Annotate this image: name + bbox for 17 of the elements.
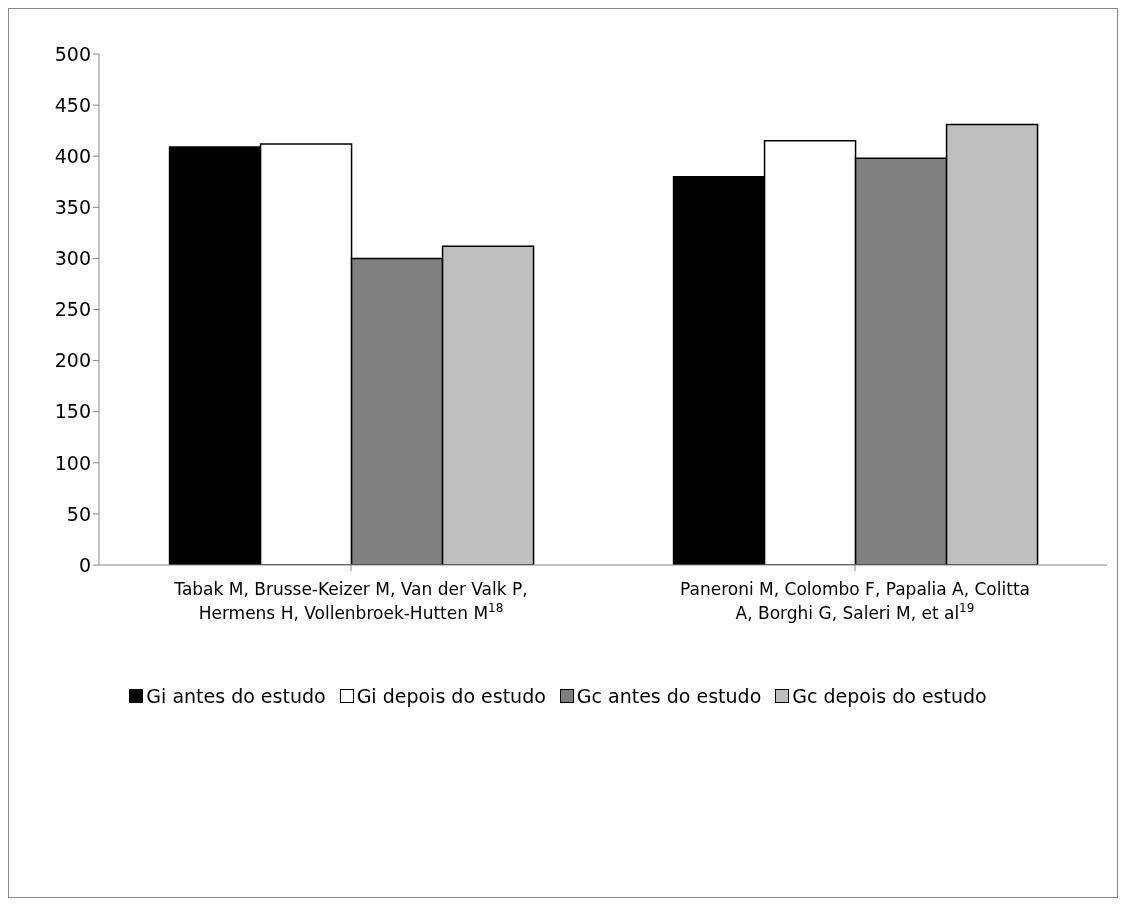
y-tick-label: 250 [54,298,91,321]
y-tick-label: 0 [78,553,91,576]
y-tick-label: 350 [54,196,91,219]
x-tick-label: Tabak M, Brusse-Keizer M, Van der Valk P, Hermens H, Vollenbroek-Hutten M$^{18}$ [173,579,528,623]
y-tick-label: 400 [54,144,91,167]
legend-label: Gc antes do estudo [576,685,762,707]
y-tick-label: 200 [54,349,91,372]
x-tick-label: Paneroni M, Colombo F, Papalia A, Colitta A, Borghi G, Saleri M, et al$^{19}$ [680,579,1030,623]
y-tick-label: 500 [54,42,91,65]
y-tick-label: 100 [54,451,91,474]
y-tick-label: 300 [54,247,91,270]
y-tick-label: 50 [66,502,91,525]
y-tick-label: 450 [54,93,91,116]
y-tick-label: 150 [54,400,91,423]
legend-label: Gi antes do estudo [146,685,326,707]
legend-label: Gi depois do estudo [356,685,546,707]
legend-label: Gc depois do estudo [792,685,987,707]
